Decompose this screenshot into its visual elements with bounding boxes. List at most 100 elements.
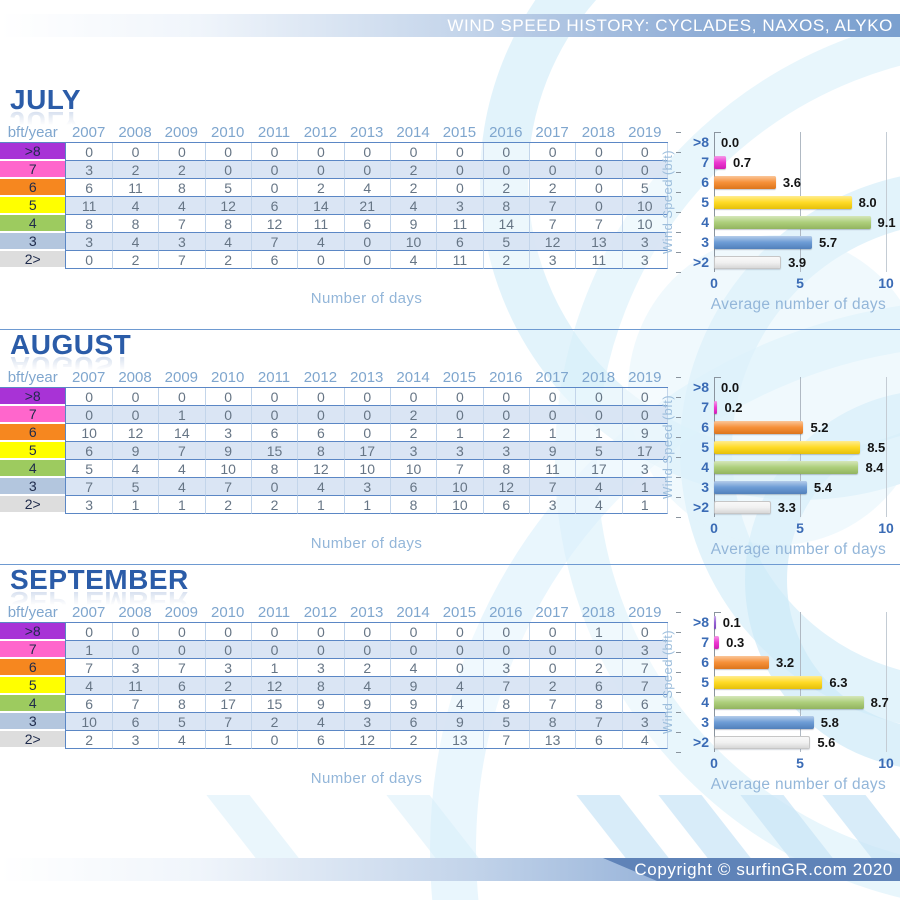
day-count-cell: 12 [528,233,576,251]
category-label: >2 [693,254,709,270]
bar-value-label: 5.8 [820,714,839,730]
day-count-cell: 0 [250,406,298,424]
bar-value-label: 0.3 [726,634,745,650]
table-row: 2> 2 3 4 1 0 6 12 2 13 7 13 6 4 [0,731,668,749]
day-count-cell: 12 [250,677,298,695]
day-count-cell: 7 [528,478,576,496]
year-header: 2012 [297,122,344,143]
chart-category-ticks [676,612,684,753]
day-count-cell: 5 [204,179,251,197]
day-count-cell: 9 [389,215,437,233]
day-count-cell: 8 [482,197,529,215]
day-count-cell: 0 [621,623,668,641]
x-tick-label: 10 [878,275,894,291]
day-count-cell: 17 [575,460,622,478]
day-count-cell: 4 [158,460,205,478]
x-tick-label: 10 [878,520,894,536]
bar-value-label: 8.5 [867,439,886,455]
x-tick-label: 0 [710,520,718,536]
day-count-cell: 4 [204,233,251,251]
day-count-cell: 1 [158,496,205,514]
day-count-cell: 4 [111,197,159,215]
day-count-cell: 6 [250,197,298,215]
day-count-cell: 21 [343,197,390,215]
bar-value-label: 0.0 [721,379,740,395]
day-count-cell: 2 [204,251,251,269]
bft-level-cell: 3 [0,713,66,731]
category-tick [676,517,681,518]
day-count-cell: 0 [389,388,437,406]
day-count-cell: 3 [111,731,159,749]
day-count-cell: 9 [436,713,483,731]
category-label: 4 [701,214,709,230]
chart-bar-row: 0.1 [714,612,886,632]
day-count-cell: 2 [389,406,437,424]
day-count-cell: 0 [343,388,390,406]
year-header: 2015 [436,122,483,143]
day-count-cell: 8 [528,713,576,731]
day-count-cell: 3 [204,424,251,442]
category-tick [676,397,681,398]
chart-bar-row: 8.7 [714,692,889,712]
chart-bar-row: 3.3 [714,497,886,517]
category-label: 5 [701,194,709,210]
bft-level-cell: 5 [0,442,66,460]
day-count-cell: 8 [575,695,622,713]
day-count-cell: 0 [482,388,529,406]
day-count-cell: 4 [575,496,622,514]
bar-value-label: 5.2 [810,419,829,435]
category-tick [676,252,681,253]
day-count-cell: 0 [436,659,483,677]
bar-value-label: 9.1 [877,214,896,230]
day-count-cell: 1 [575,623,622,641]
day-count-cell: 10 [343,460,390,478]
category-label: 6 [701,419,709,435]
section-title: AUGUST AUGUST [10,331,131,383]
table-row: 5 4 11 6 2 12 8 4 9 4 7 2 6 7 [0,677,668,695]
day-count-cell: 7 [528,215,576,233]
year-header: 2007 [65,122,112,143]
chart-bar-row: 8.4 [714,457,886,477]
day-count-cell: 0 [528,406,576,424]
bft-level-cell: 3 [0,233,66,251]
day-count-cell: 7 [621,659,668,677]
day-count-cell: 4 [389,197,437,215]
day-count-cell: 0 [204,388,251,406]
day-count-cell: 0 [158,388,205,406]
day-count-cell: 6 [436,233,483,251]
day-count-cell: 6 [65,442,112,460]
year-header: 2008 [111,122,159,143]
bar-value-label: 6.3 [829,674,848,690]
category-label: 3 [701,479,709,495]
bar-value-label: 5.4 [813,479,832,495]
day-count-cell: 6 [111,713,159,731]
year-header: 2016 [482,602,529,623]
chart-bar-row: 8.0 [714,192,886,212]
day-count-cell: 0 [343,641,390,659]
day-count-cell: 2 [482,179,529,197]
chart-y-axis-label: Wind Speed (bft) [660,630,675,734]
year-header: 2019 [621,122,668,143]
chart-x-axis-label: Average number of days [710,541,886,558]
year-header: 2016 [482,122,529,143]
day-count-cell: 0 [575,161,622,179]
table-header-row: bft/year 2007 2008 2009 2010 2011 2012 2013 201… [0,122,668,143]
day-count-cell: 1 [297,496,344,514]
category-tick [676,417,681,418]
day-count-cell: 17 [343,442,390,460]
day-count-cell: 9 [343,695,390,713]
bft-level-cell: 2> [0,251,66,269]
chart-bar-row: 9.1 [714,212,896,232]
day-count-cell: 0 [111,623,159,641]
day-count-cell: 7 [436,460,483,478]
corner-header: bft/year [0,602,66,623]
day-count-cell: 0 [575,641,622,659]
day-count-cell: 0 [111,388,159,406]
day-count-cell: 0 [297,161,344,179]
chart-bar-row: 0.0 [714,377,886,397]
day-count-cell: 7 [111,695,159,713]
day-count-cell: 10 [621,215,668,233]
day-count-cell: 10 [436,478,483,496]
chart-bar-row: 0.2 [714,397,886,417]
bar [714,675,823,689]
